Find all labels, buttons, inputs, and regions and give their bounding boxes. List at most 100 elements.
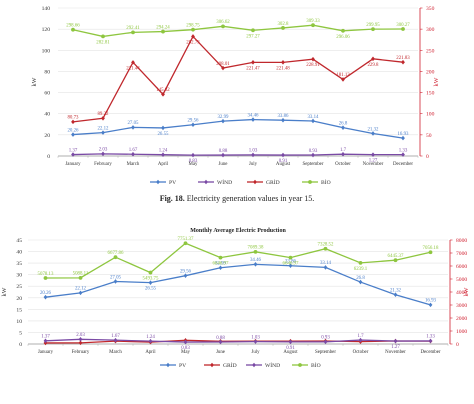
data-point: [401, 59, 405, 65]
x-tick-label: January: [38, 350, 54, 355]
data-label: 0.83: [189, 159, 198, 164]
data-point: [428, 338, 433, 344]
series-line: [72, 24, 404, 38]
data-label: 34.46: [250, 258, 262, 263]
legend-label: GRİD: [223, 362, 237, 369]
data-point: [113, 255, 118, 260]
right-tick-label: 3000: [456, 303, 467, 309]
right-axis-ticks: 0 50 100 150 200 250 300 350: [420, 6, 435, 160]
data-point: [183, 241, 188, 246]
data-label: 27.05: [110, 275, 122, 280]
data-label: 20.26: [67, 128, 79, 133]
data-point: [251, 117, 255, 122]
data-label: 26.55: [145, 287, 157, 292]
left-axis-label: kW: [31, 77, 38, 86]
data-label: 7328.52: [318, 243, 334, 248]
data-point: [358, 279, 363, 285]
legend-item-bio: BİO: [302, 179, 331, 186]
data-label: 221.47: [246, 66, 260, 71]
data-label: 1.33: [426, 335, 435, 340]
data-label: 26.55: [157, 132, 169, 137]
data-point: [101, 34, 105, 39]
series-line: [72, 35, 404, 123]
data-labels: 5078.13 5088.11 6677.86 5493.75 7751.37 6646.…: [38, 237, 439, 282]
x-tick-label: March: [109, 350, 122, 355]
data-label: 22.12: [75, 287, 87, 292]
data-point: [78, 275, 83, 280]
data-label: 294.24: [156, 25, 170, 30]
series-line: [72, 153, 404, 156]
left-tick-label: 35: [16, 261, 22, 267]
data-label: 21.32: [367, 127, 379, 132]
data-point: [101, 115, 105, 121]
legend-swatch-marker: [298, 363, 302, 367]
right-tick-label: 50: [426, 133, 432, 139]
data-label: 300.27: [396, 23, 410, 28]
legend-swatch-marker: [166, 362, 170, 368]
series-pv: 20.26 22.12 27.05 26.55 29.56 32.99 34.46 33.86…: [67, 113, 409, 141]
left-axis-ticks: 0 5 10 15 20 25 30 35 40 45: [16, 238, 22, 348]
legend-item-grid: GRİD: [204, 362, 237, 369]
data-point: [341, 125, 345, 130]
legend-item-wind: WİND: [246, 362, 280, 369]
data-label: 0.93: [321, 336, 330, 341]
data-point: [341, 77, 345, 82]
data-point: [191, 27, 195, 32]
data-label: 7056.18: [423, 246, 439, 251]
data-point: [101, 151, 105, 157]
data-point: [191, 152, 195, 158]
data-label: 0.93: [309, 149, 318, 154]
gridlines: [27, 239, 449, 346]
series-line: [45, 242, 431, 279]
data-point: [43, 338, 48, 344]
data-point: [323, 265, 328, 270]
x-tick-label: March: [127, 162, 140, 167]
data-label: 89.22: [97, 112, 109, 117]
data-label: 1.27: [369, 159, 378, 164]
data-label: 33.14: [320, 261, 332, 266]
series-line: [72, 118, 404, 139]
left-tick-label: 20: [44, 133, 50, 139]
left-tick-label: 0: [19, 342, 22, 348]
data-point: [311, 118, 315, 124]
legend-item-wind: WİND: [198, 179, 232, 186]
left-tick-label: 10: [16, 319, 22, 325]
x-tick-label: July: [251, 350, 260, 355]
legend-swatch-marker: [253, 179, 257, 185]
left-tick-label: 0: [47, 154, 50, 160]
data-point: [148, 280, 153, 285]
chart-monthly-average: Monthly Average Electric Production 0 5 10 1…: [1, 228, 470, 369]
legend-label: BİO: [321, 179, 331, 186]
data-point: [288, 263, 293, 269]
data-point: [191, 34, 195, 39]
data-label: 6445.37: [388, 254, 404, 259]
data-label: 6646.97: [213, 262, 229, 267]
data-label: 229.8: [367, 63, 379, 68]
data-label: 7089.38: [248, 246, 264, 251]
data-label: 282.73: [186, 40, 200, 45]
x-tick-label: October: [353, 350, 369, 355]
data-label: 297.27: [246, 34, 260, 39]
left-tick-label: 20: [16, 296, 22, 302]
legend-item-grid: GRİD: [247, 179, 280, 186]
data-label: 5078.13: [38, 272, 54, 277]
data-label: 221.48: [276, 66, 290, 71]
figure-caption-text: Electricity generation values in year 15…: [186, 194, 315, 203]
data-label: 306.62: [216, 20, 230, 25]
series-line: [45, 263, 431, 306]
data-label: 299.95: [366, 23, 380, 28]
data-point: [131, 30, 135, 35]
chart-title: Monthly Average Electric Production: [190, 228, 286, 234]
data-label: 16.93: [397, 132, 409, 137]
right-tick-label: 2000: [456, 316, 467, 322]
data-label: 6646.97: [283, 262, 299, 267]
legend-swatch-marker: [156, 179, 160, 185]
x-tick-labels: January February March April May June July Augu…: [38, 350, 441, 355]
data-point: [251, 60, 255, 65]
data-point: [218, 255, 223, 260]
x-tick-label: November: [363, 162, 384, 167]
data-point: [113, 337, 118, 343]
left-tick-label: 60: [44, 91, 50, 97]
data-label: 6677.86: [108, 251, 124, 256]
data-label: 27.05: [127, 121, 139, 126]
